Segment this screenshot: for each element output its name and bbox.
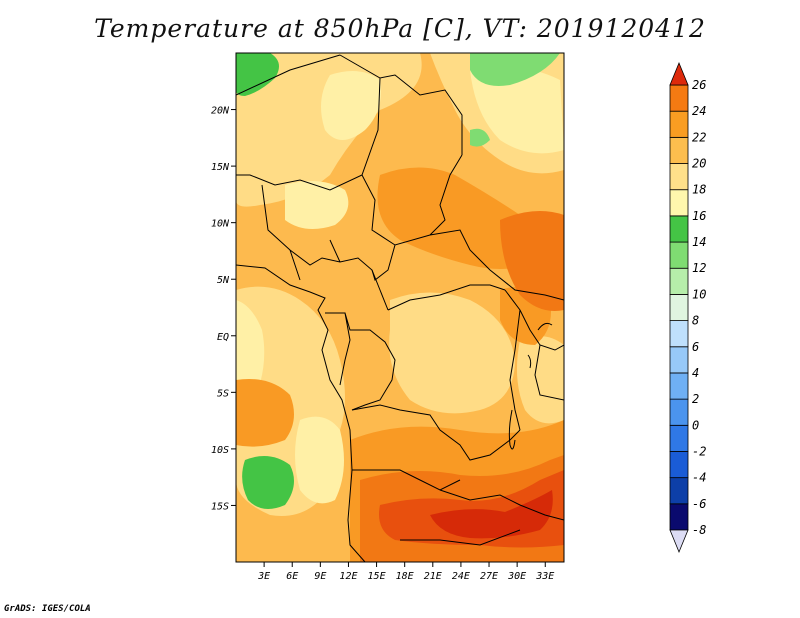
lon-tick-label: 15E (368, 571, 386, 582)
colorbar-segment (669, 320, 689, 348)
borders-lakes (508, 322, 553, 450)
field-pale-angola (295, 416, 344, 504)
map-title: Temperature at 850hPa [C], VT: 201912041… (94, 14, 706, 43)
colorbar-label: 8 (692, 314, 699, 328)
country-borders (236, 54, 564, 562)
colorbar-segment (669, 346, 689, 374)
colorbar-label: 22 (692, 130, 706, 144)
colorbar-segment (669, 267, 689, 295)
temperature-field (236, 53, 564, 562)
colorbar-segment (669, 398, 689, 426)
lon-tick-label: 12E (339, 571, 357, 582)
colorbar-label: -6 (692, 497, 706, 511)
latitude-axis: 20N 15N 10N 5N EQ 5S 10S 15S (211, 106, 236, 512)
colorbar-segment (669, 294, 689, 321)
lat-tick-label: 15N (211, 162, 230, 173)
colorbar-label: 18 (692, 183, 706, 197)
longitude-axis: 3E 6E 9E 12E 15E 18E 21E 24E 27E 30E 33E (257, 562, 554, 582)
colorbar-segment (669, 163, 689, 191)
lon-tick-label: 18E (396, 571, 414, 582)
lat-tick-label: EQ (217, 332, 229, 343)
map-frame (235, 52, 565, 563)
lat-tick-label: 5N (217, 275, 230, 286)
lon-tick-label: 24E (452, 571, 470, 582)
borders-east (504, 289, 564, 431)
borders-central (361, 154, 564, 311)
colorbar-label: 16 (692, 209, 706, 223)
colorbar-under-arrow (669, 529, 689, 554)
field-green-northeast (470, 53, 560, 86)
field-pale-sahel (285, 181, 349, 229)
colorbar-label: 6 (692, 340, 699, 354)
borders-congo (325, 312, 396, 411)
field-cool-congo (389, 292, 515, 414)
lon-tick-label: 27E (480, 571, 498, 582)
colorbar-segment (669, 372, 689, 400)
lat-tick-label: 20N (211, 106, 230, 117)
colorbar-label: 4 (692, 366, 699, 380)
colorbar-segment (669, 477, 689, 505)
colorbar-label: 0 (692, 418, 699, 432)
colorbar-segment (669, 503, 689, 531)
lon-tick-label: 21E (424, 571, 442, 582)
colorbar-over-arrow (669, 61, 689, 86)
borders-south (351, 404, 564, 546)
colorbar-label: 10 (692, 287, 706, 301)
colorbar-label: -4 (692, 471, 706, 485)
field-hottest-south (430, 490, 553, 539)
lat-tick-label: 10N (211, 219, 230, 230)
field-green-northwest (236, 53, 279, 96)
colorbar-label: 26 (692, 78, 706, 92)
lat-tick-label: 5S (217, 388, 229, 399)
colorbar-segment (669, 136, 689, 164)
colorbar-segment (669, 84, 689, 112)
colorbar-label: -8 (692, 523, 706, 537)
field-green-spot-ne (470, 128, 490, 147)
colorbar-label: 14 (692, 235, 706, 249)
colorbar-segment (669, 110, 689, 138)
field-warm-gulf (236, 379, 294, 447)
colorbar-segment (669, 241, 689, 269)
field-green-angola (242, 456, 294, 509)
lon-tick-label: 9E (314, 571, 326, 582)
lon-tick-label: 30E (507, 571, 526, 582)
colorbar-label: -2 (692, 444, 706, 458)
colorbar-label: 20 (692, 157, 706, 171)
field-cool-east (516, 336, 564, 424)
lon-tick-label: 6E (286, 571, 298, 582)
colorbar-segment (669, 189, 689, 217)
colorbar-segment (669, 424, 689, 452)
lon-tick-label: 33E (535, 571, 554, 582)
field-warm-sahel (377, 167, 541, 269)
grads-credit: GrADS: IGES/COLA (4, 604, 91, 614)
colorbar-label: 2 (692, 392, 699, 406)
field-pale-sahara (321, 71, 381, 140)
lat-tick-label: 15S (211, 501, 229, 512)
colorbar-label: 12 (692, 261, 706, 275)
lat-tick-label: 10S (211, 445, 229, 456)
colorbar-label: 24 (692, 104, 706, 118)
borders-coast (236, 264, 366, 562)
colorbar-segment (669, 451, 689, 479)
borders-north (236, 54, 463, 191)
lon-tick-label: 3E (257, 571, 270, 582)
borders-west-africa (236, 175, 389, 311)
colorbar-segment (669, 215, 689, 243)
field-hot-east (500, 211, 564, 311)
field-pale-northeast (470, 66, 564, 154)
